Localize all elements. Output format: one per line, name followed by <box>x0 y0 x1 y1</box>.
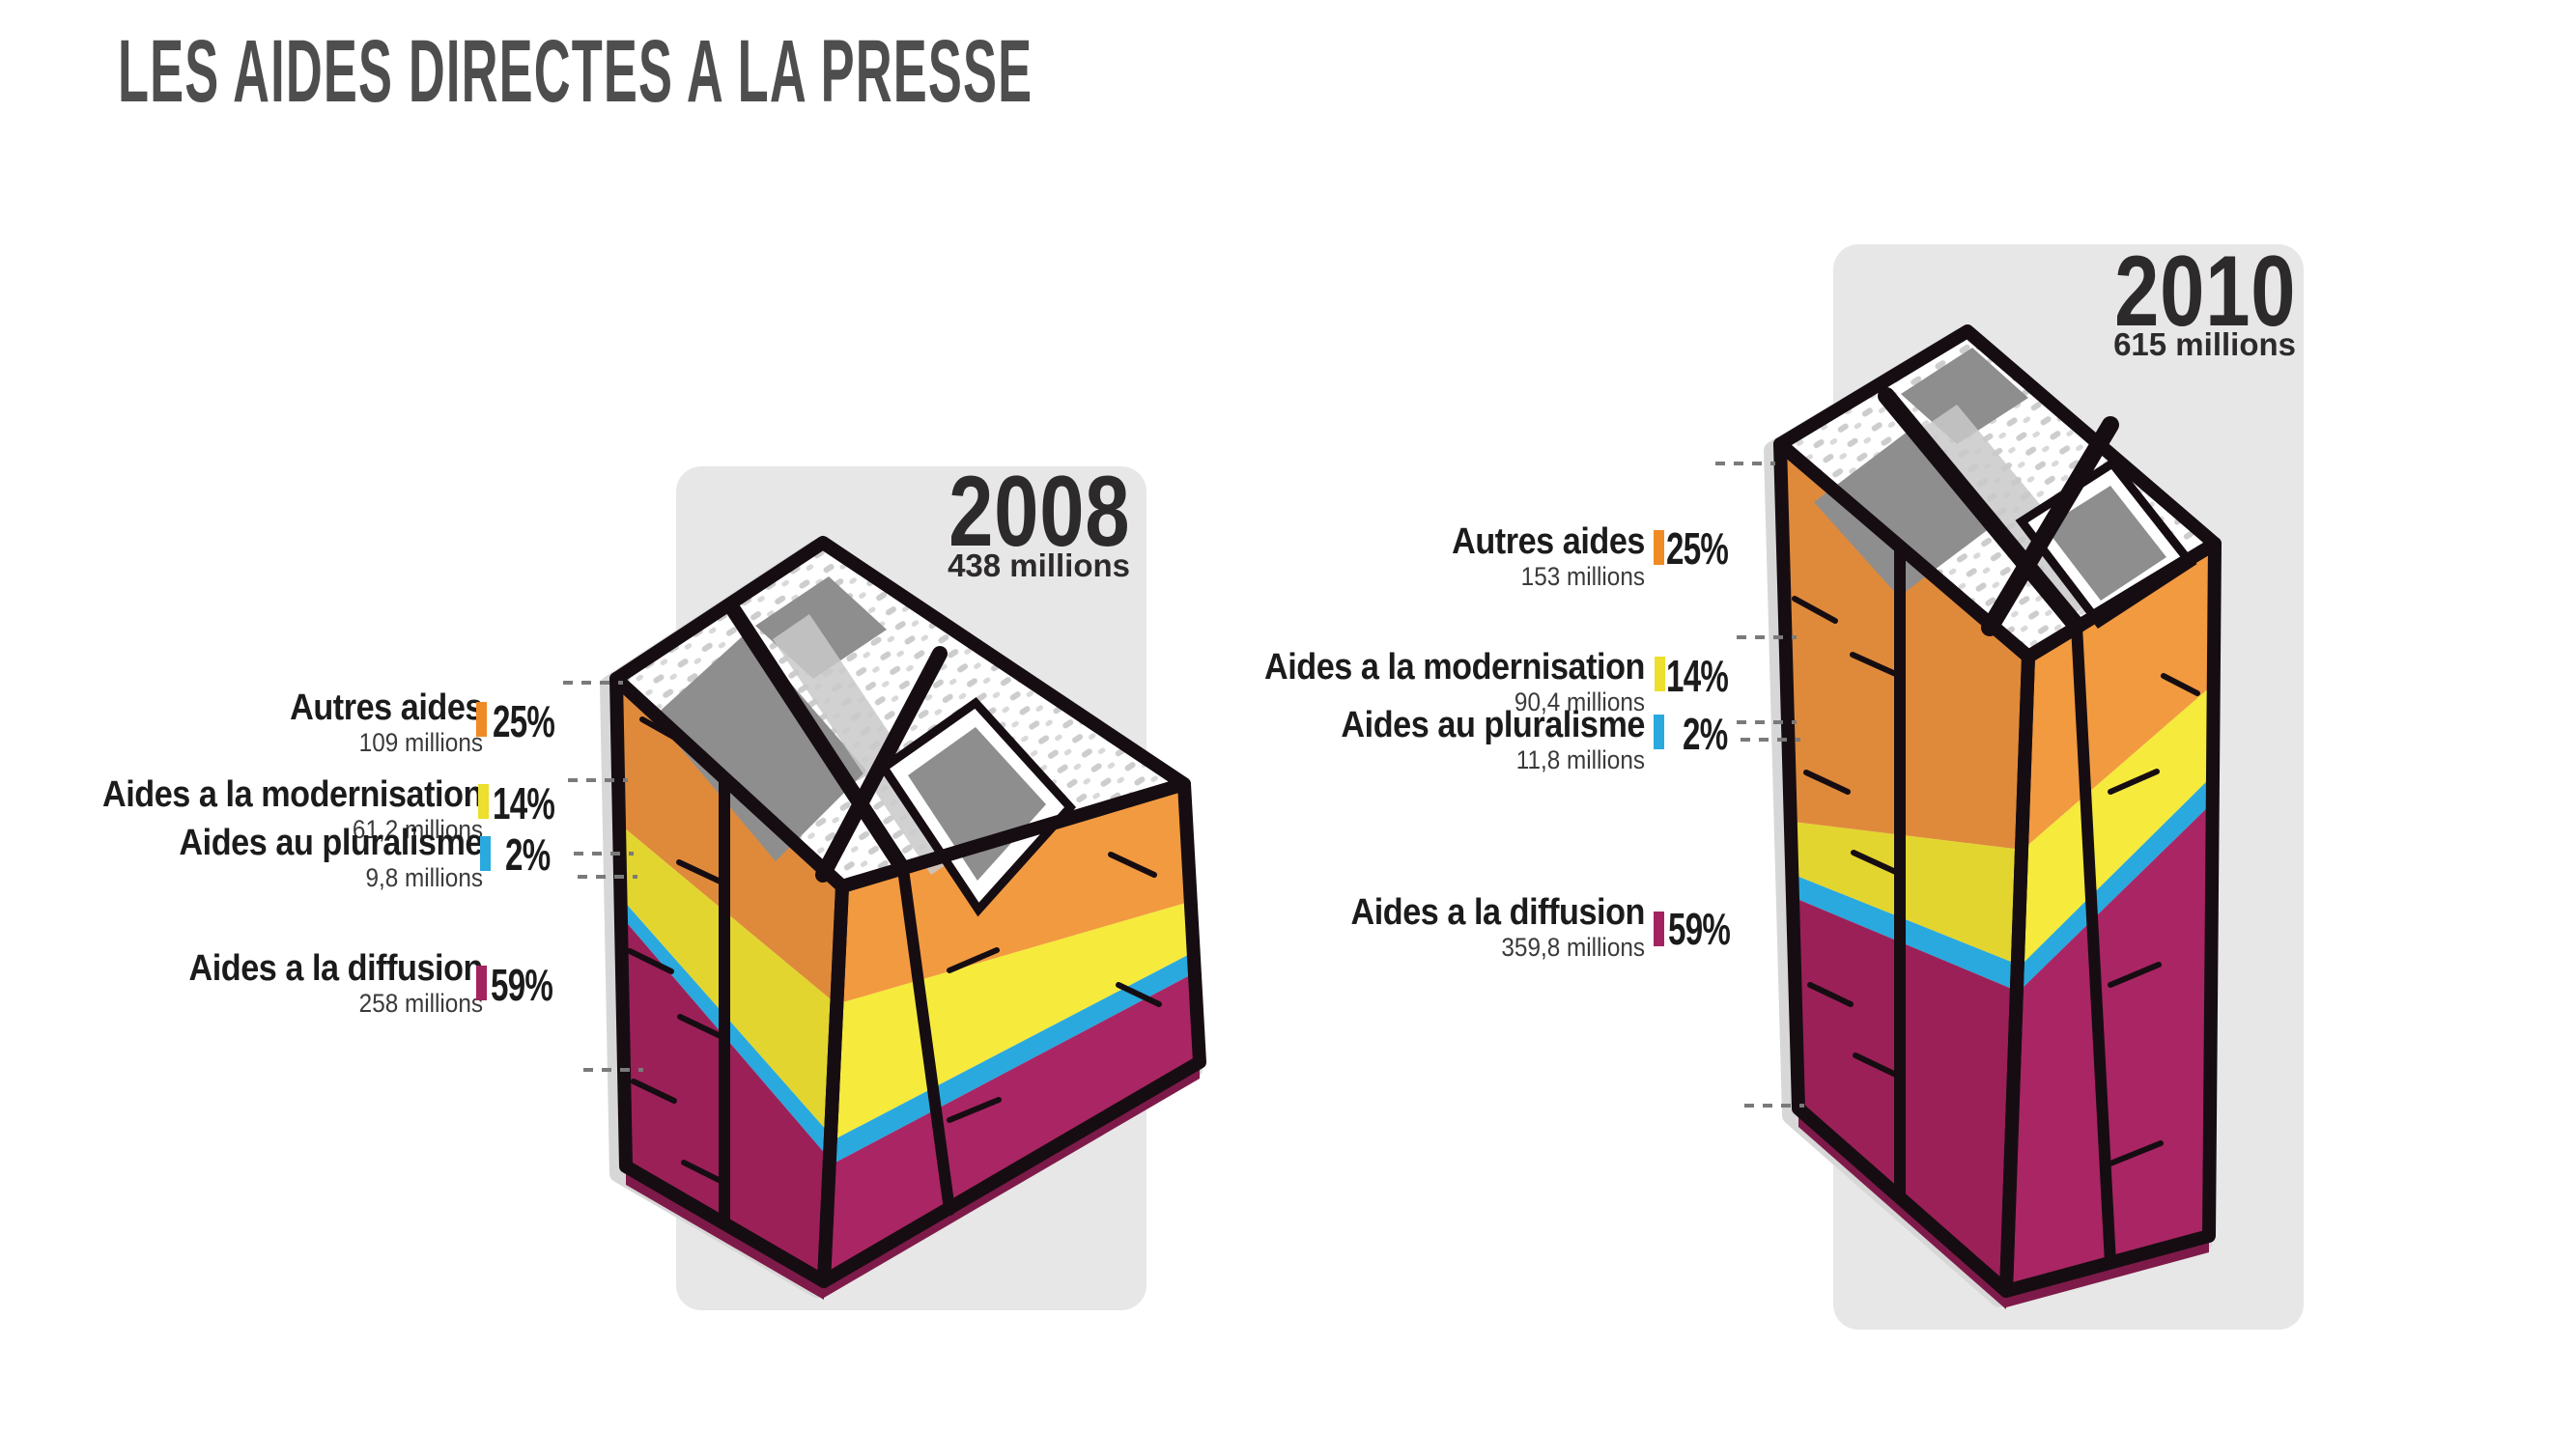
newspaper-photo-left-2008 <box>654 632 866 861</box>
segment-name: Aides a la modernisation <box>1263 647 1645 687</box>
total-label-2008: 438 millions <box>948 547 1130 583</box>
segment-name: Aides au pluralisme <box>179 823 483 863</box>
segment-tick-modernisation-2008 <box>478 784 489 819</box>
segment-percent-pluralisme-2010: 2% <box>1683 709 1728 759</box>
year-label-2008: 2008 <box>948 456 1130 568</box>
page-title: LES AIDES DIRECTES A LA PRESSE <box>118 22 1033 121</box>
segment-tick-autres-aides-2008 <box>476 702 487 737</box>
segment-label-pluralisme-2008: Aides au pluralisme 9,8 millions <box>83 825 483 891</box>
year-label-2010: 2010 <box>2113 236 2296 348</box>
segment-name: Aides a la diffusion <box>188 948 483 989</box>
segment-percent-modernisation-2008: 14% <box>493 778 555 828</box>
segment-value: 61,2 millions <box>352 815 483 844</box>
segment-label-autres-aides-2010: Autres aides 153 millions <box>1245 523 1645 590</box>
segment-value: 9,8 millions <box>365 863 483 892</box>
segment-name: Aides au pluralisme <box>1341 705 1645 745</box>
segment-percent-modernisation-2010: 14% <box>1666 651 1729 701</box>
segment-label-diffusion-2008: Aides a la diffusion 258 millions <box>83 950 483 1017</box>
segment-value: 359,8 millions <box>1501 933 1645 962</box>
segment-label-pluralisme-2010: Aides au pluralisme 11,8 millions <box>1245 707 1645 773</box>
segment-percent-autres-aides-2008: 25% <box>493 696 555 746</box>
segment-tick-diffusion-2010 <box>1654 912 1664 946</box>
segment-percent-autres-aides-2010: 25% <box>1666 523 1729 574</box>
segment-value: 90,4 millions <box>1514 687 1645 716</box>
segment-percent-diffusion-2008: 59% <box>491 960 553 1010</box>
segment-value: 109 millions <box>358 728 483 757</box>
segment-name: Aides a la diffusion <box>1350 892 1645 933</box>
segment-tick-autres-aides-2010 <box>1654 530 1664 565</box>
segment-tick-modernisation-2010 <box>1655 657 1665 691</box>
segment-name: Autres aides <box>1452 521 1645 562</box>
segment-tick-pluralisme-2008 <box>480 836 491 871</box>
segment-tick-diffusion-2008 <box>476 966 487 1000</box>
segment-label-autres-aides-2008: Autres aides 109 millions <box>83 689 483 756</box>
segment-label-modernisation-2010: Aides a la modernisation 90,4 millions <box>1245 649 1645 716</box>
segment-label-modernisation-2008: Aides a la modernisation 61,2 millions <box>83 776 483 843</box>
bundle-2010 <box>1764 324 2222 1309</box>
segment-name: Aides a la modernisation <box>101 774 483 815</box>
segment-label-diffusion-2010: Aides a la diffusion 359,8 millions <box>1245 894 1645 961</box>
segment-value: 11,8 millions <box>1515 745 1645 774</box>
bundle-2008 <box>600 536 1206 1300</box>
total-label-2010: 615 millions <box>2113 326 2296 362</box>
segment-name: Autres aides <box>290 687 483 728</box>
segment-value: 258 millions <box>358 989 483 1018</box>
segment-percent-pluralisme-2008: 2% <box>505 829 551 880</box>
segment-value: 153 millions <box>1520 562 1645 591</box>
segment-tick-pluralisme-2010 <box>1654 715 1664 749</box>
newspaper-photo-back-2010 <box>1901 348 2028 444</box>
segment-percent-diffusion-2010: 59% <box>1668 904 1731 954</box>
